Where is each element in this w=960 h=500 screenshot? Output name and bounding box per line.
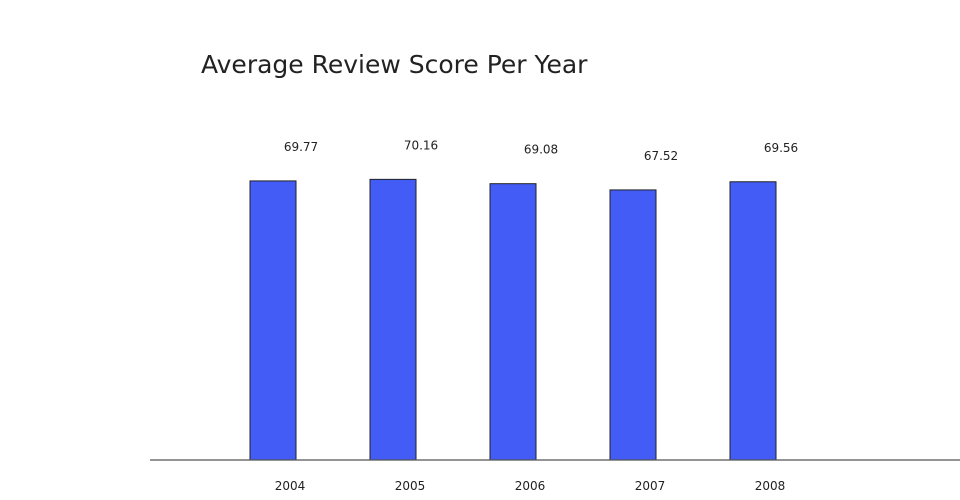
x-tick-label-2008: 2008	[755, 479, 786, 493]
bars-group	[249, 178, 777, 461]
value-label-2008: 69.56	[764, 141, 798, 155]
x-tick-label-2007: 2007	[635, 479, 666, 493]
bar-2007	[609, 189, 657, 461]
value-label-2006: 69.08	[524, 143, 558, 157]
value-labels-group: 69.77 70.16 69.08 67.52 69.56	[284, 138, 798, 163]
bar-2004	[249, 180, 297, 461]
x-tick-labels-group: 2004 2005 2006 2007 2008	[275, 479, 786, 493]
bar-2005	[369, 178, 417, 461]
x-tick-label-2005: 2005	[395, 479, 426, 493]
chart-title: Average Review Score Per Year	[201, 50, 588, 79]
x-tick-label-2004: 2004	[275, 479, 306, 493]
value-label-2004: 69.77	[284, 140, 318, 154]
bar-2006	[489, 183, 537, 461]
x-tick-label-2006: 2006	[515, 479, 546, 493]
value-label-2005: 70.16	[404, 138, 438, 152]
bar-2008	[729, 181, 777, 461]
value-label-2007: 67.52	[644, 149, 678, 163]
